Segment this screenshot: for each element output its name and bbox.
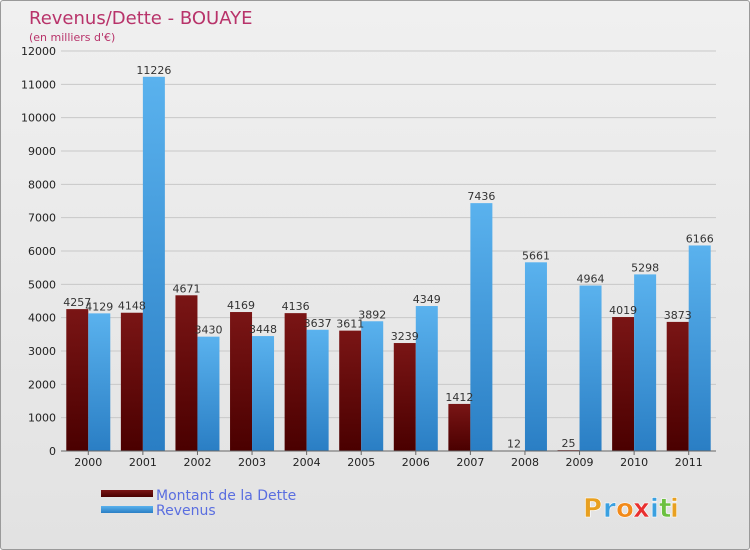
value-label: 4148 — [118, 300, 146, 313]
bar-dette — [66, 309, 89, 451]
value-label: 3448 — [249, 323, 277, 336]
bar-revenus — [470, 203, 493, 451]
value-label: 3892 — [358, 308, 386, 321]
gridlines — [61, 50, 716, 452]
x-tick-label: 2010 — [620, 456, 648, 469]
value-label: 4257 — [63, 296, 91, 309]
y-axis-ticks: 0 1000 2000 3000 4000 5000 6000 7000 8000 9000 100… — [21, 45, 56, 458]
y-tick-label: 3000 — [28, 345, 56, 358]
logo-letter: x — [633, 494, 650, 524]
bar-revenus — [361, 321, 384, 451]
bar-revenus — [306, 329, 329, 451]
logo-letter: r — [603, 494, 616, 524]
value-label: 5298 — [631, 261, 659, 274]
y-tick-label: 11000 — [21, 78, 56, 91]
chart-title: Revenus/Dette - BOUAYE — [29, 8, 252, 29]
x-tick-label: 2000 — [74, 456, 102, 469]
y-tick-label: 6000 — [28, 245, 56, 258]
value-label: 3873 — [664, 309, 692, 322]
bar-dette — [612, 317, 635, 451]
x-tick-label: 2011 — [675, 456, 703, 469]
legend-swatch-debt — [101, 490, 153, 497]
x-tick-label: 2007 — [456, 456, 484, 469]
y-tick-label: 5000 — [28, 278, 56, 291]
y-tick-label: 7000 — [28, 212, 56, 225]
logo-letter: i — [650, 494, 659, 524]
x-axis-ticks: 2000 2001 2002 2003 2004 2005 2006 2007 2008 2009… — [74, 451, 703, 469]
value-label: 3637 — [304, 317, 332, 330]
bar-dette — [175, 295, 198, 451]
y-tick-label: 1000 — [28, 412, 56, 425]
x-tick-label: 2005 — [347, 456, 375, 469]
value-label: 6166 — [686, 232, 714, 245]
value-label: 4671 — [172, 282, 200, 295]
bar-revenus — [634, 274, 657, 451]
bar-revenus — [524, 262, 547, 451]
x-tick-label: 2003 — [238, 456, 266, 469]
x-tick-label: 2009 — [566, 456, 594, 469]
logo-letter: o — [616, 494, 634, 524]
bar-revenus — [415, 306, 438, 451]
value-label: 4019 — [609, 304, 637, 317]
legend-label-debt: Montant de la Dette — [156, 488, 296, 504]
y-tick-label: 2000 — [28, 378, 56, 391]
bar-revenus — [88, 313, 111, 451]
bar-revenus — [252, 336, 275, 451]
value-label: 1412 — [445, 391, 473, 404]
value-label: 7436 — [467, 190, 495, 203]
bar-revenus — [197, 336, 220, 451]
bar-dette — [393, 343, 416, 451]
bar-dette — [230, 312, 253, 451]
value-label: 4964 — [577, 273, 605, 286]
x-tick-label: 2006 — [402, 456, 430, 469]
x-tick-label: 2002 — [183, 456, 211, 469]
legend: Montant de la Dette Revenus — [101, 488, 296, 519]
logo-letter: P — [583, 494, 602, 524]
bar-dette — [284, 313, 307, 451]
y-tick-label: 0 — [49, 445, 56, 458]
x-tick-label: 2004 — [293, 456, 321, 469]
bar-revenus — [142, 76, 165, 452]
legend-label-revenus: Revenus — [156, 503, 216, 519]
logo-letter: i — [670, 494, 679, 524]
bar-dette — [666, 321, 689, 451]
bar-revenus — [688, 245, 711, 451]
value-label: 25 — [562, 437, 576, 450]
value-label: 4349 — [413, 293, 441, 306]
y-tick-label: 9000 — [28, 145, 56, 158]
value-label: 4169 — [227, 299, 255, 312]
y-tick-label: 10000 — [21, 112, 56, 125]
chart-subtitle: (en milliers d'€) — [29, 31, 115, 44]
y-tick-label: 12000 — [21, 45, 56, 58]
x-tick-label: 2001 — [129, 456, 157, 469]
value-label: 5661 — [522, 249, 550, 262]
value-label: 12 — [507, 438, 521, 451]
value-label: 4136 — [282, 300, 310, 313]
legend-swatch-revenus — [101, 506, 153, 513]
value-label: 3611 — [336, 318, 364, 331]
bar-dette — [120, 312, 143, 451]
value-label: 3430 — [194, 324, 222, 337]
bar-dette — [339, 330, 362, 451]
y-tick-label: 4000 — [28, 312, 56, 325]
value-label: 3239 — [391, 330, 419, 343]
bar-dette — [448, 403, 471, 451]
x-tick-label: 2008 — [511, 456, 539, 469]
value-label: 4129 — [85, 300, 113, 313]
value-label: 11226 — [136, 64, 171, 77]
bars — [66, 76, 711, 452]
bar-revenus — [579, 285, 602, 451]
y-tick-label: 8000 — [28, 178, 56, 191]
logo-letter: t — [659, 494, 671, 524]
